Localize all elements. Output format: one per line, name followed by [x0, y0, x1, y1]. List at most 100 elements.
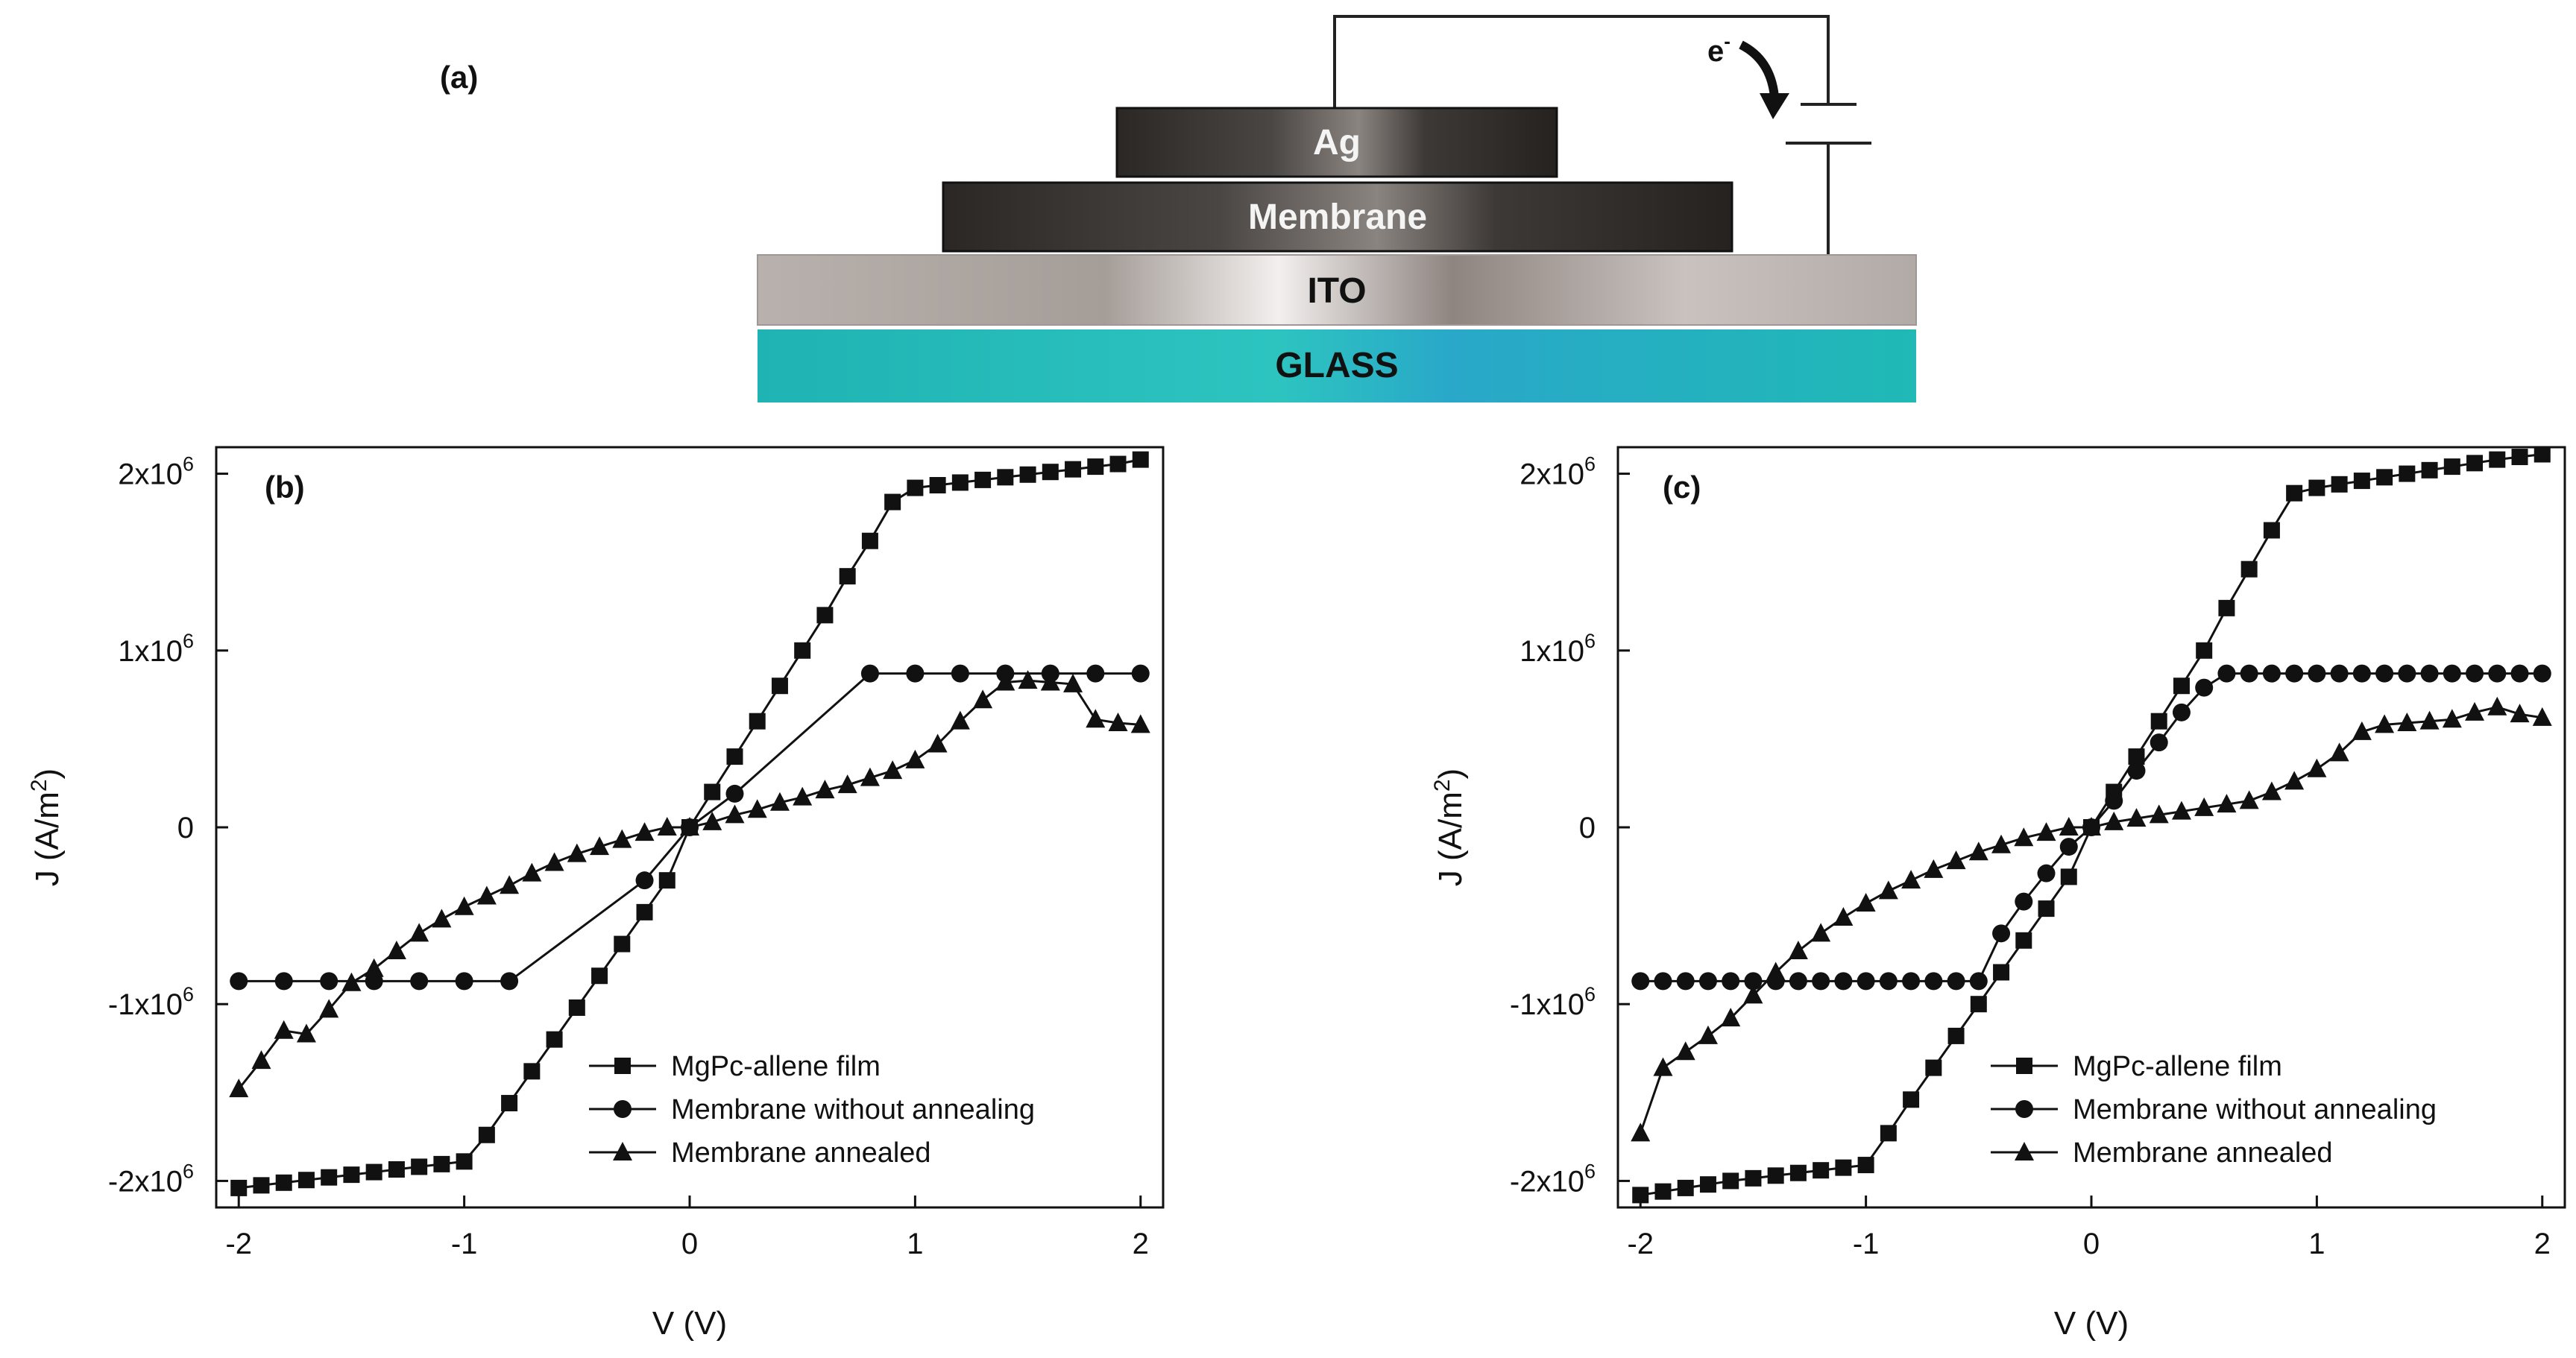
series-square: [1632, 446, 2551, 1204]
data-point: [1947, 1027, 1965, 1044]
data-point: [341, 972, 362, 991]
data-point: [2082, 817, 2101, 836]
data-point: [1991, 834, 2012, 853]
data-point: [2307, 758, 2327, 777]
data-point: [274, 1020, 294, 1039]
data-point: [861, 532, 878, 549]
chart-c: -2 -1 0 1 2 -2x106 -1x106 0 1x106 2x106 (c) V (V)…: [1430, 446, 2566, 1342]
data-point: [2239, 790, 2259, 809]
data-point: [1857, 972, 1875, 991]
data-point: [476, 885, 497, 905]
data-point: [860, 767, 880, 786]
data-point: [1834, 972, 1853, 991]
data-point: [1879, 972, 1898, 991]
data-point: [2399, 465, 2416, 482]
x-tick-label: -1: [1853, 1228, 1880, 1260]
axis-ticks: -2 -1 0 1 2 -2x106 -1x106 0 1x106 2x106: [1510, 453, 2551, 1260]
data-point: [1086, 664, 1105, 683]
layer-ag-label: Ag: [1313, 123, 1361, 162]
data-point: [253, 1177, 270, 1194]
data-point: [1767, 1167, 1784, 1184]
data-point: [634, 822, 655, 841]
data-point: [433, 1155, 450, 1172]
data-point: [1018, 670, 1038, 689]
data-point: [974, 471, 992, 488]
panel-label-a: (a): [440, 60, 478, 95]
data-point: [2149, 804, 2169, 824]
data-point: [704, 783, 721, 800]
data-point: [1789, 972, 1807, 991]
data-point: [1699, 1176, 1716, 1193]
data-point: [409, 923, 429, 942]
data-point: [1654, 972, 1672, 991]
y-tick-label: -1x106: [108, 983, 194, 1021]
data-point: [725, 804, 745, 824]
data-point: [2036, 822, 2056, 841]
data-point: [1856, 893, 1876, 912]
data-point: [1109, 455, 1127, 473]
data-point: [995, 672, 1015, 691]
data-point: [1654, 1183, 1672, 1200]
legend-marker: [613, 1142, 632, 1160]
x-tick-label: 2: [2534, 1228, 2551, 1260]
data-point: [702, 811, 722, 830]
data-point: [2263, 522, 2280, 539]
data-point: [456, 1153, 473, 1170]
data-point: [321, 1169, 338, 1186]
legend-label: Membrane annealed: [671, 1137, 931, 1169]
data-point: [2421, 461, 2438, 479]
data-point: [2465, 701, 2485, 721]
data-point: [1813, 1162, 1830, 1179]
data-point: [1721, 1008, 1741, 1027]
layer-ag: [1115, 107, 1558, 178]
layer-ito: [757, 254, 1917, 326]
x-tick-label: -2: [225, 1228, 252, 1260]
series-line: [238, 679, 1141, 1090]
x-tick-label: -2: [1627, 1228, 1654, 1260]
legend-item: Membrane annealed: [1991, 1137, 2333, 1169]
data-point: [388, 1161, 405, 1178]
data-point: [614, 935, 631, 953]
data-point: [455, 972, 473, 991]
data-point: [2194, 797, 2214, 816]
data-point: [544, 852, 564, 871]
data-point: [1745, 1169, 1762, 1187]
data-point: [2285, 664, 2304, 683]
data-point: [2330, 664, 2349, 683]
data-point: [522, 862, 542, 882]
data-point: [275, 1174, 292, 1191]
data-point: [1743, 985, 1763, 1004]
data-point: [274, 972, 293, 991]
data-point: [658, 872, 676, 889]
data-point: [2196, 642, 2213, 659]
data-point: [2466, 664, 2484, 683]
data-point: [1857, 1157, 1874, 1174]
data-point: [1108, 713, 1128, 732]
data-point: [794, 642, 811, 659]
x-tick-label: 0: [681, 1228, 698, 1260]
series-layer: [1631, 446, 2552, 1204]
y-tick-label: 0: [177, 812, 194, 844]
data-point: [2105, 792, 2123, 810]
data-point: [2419, 710, 2440, 730]
data-point: [2127, 762, 2146, 780]
data-point: [500, 875, 520, 894]
data-point: [1947, 972, 1965, 991]
data-point: [929, 477, 946, 493]
data-point: [1880, 1125, 1897, 1142]
data-point: [2128, 748, 2145, 765]
x-tick-label: 0: [2083, 1228, 2100, 1260]
data-point: [1065, 461, 1082, 478]
data-point: [386, 941, 406, 960]
legend: MgPc-allene film Membrane without anneali…: [589, 1051, 1035, 1169]
legend-item: MgPc-allene film: [1991, 1051, 2282, 1082]
data-point: [2150, 713, 2167, 730]
data-point: [1924, 972, 1943, 991]
data-point: [1086, 709, 1106, 728]
y-tick-label: 2x106: [1520, 453, 1596, 491]
data-point: [2510, 664, 2529, 683]
legend-item: Membrane without annealing: [1991, 1094, 2437, 1125]
data-point: [1132, 451, 1149, 468]
data-point: [860, 664, 879, 683]
data-point: [1878, 880, 1898, 900]
